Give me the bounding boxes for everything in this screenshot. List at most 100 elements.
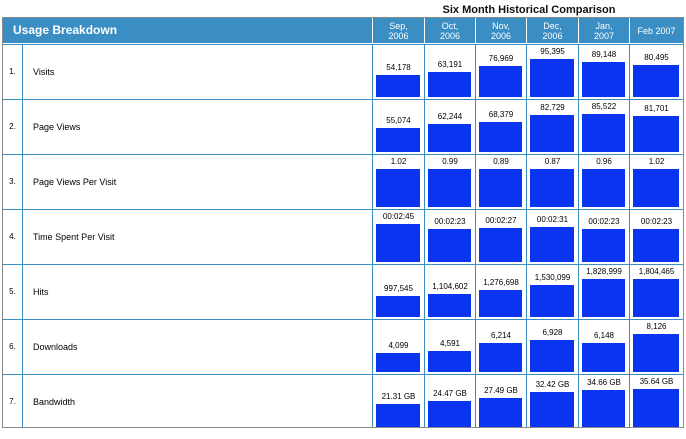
metric-bar bbox=[428, 294, 471, 317]
metric-value: 34.66 GB bbox=[587, 378, 621, 387]
metric-bar bbox=[633, 65, 679, 97]
metric-cell: 00:02:23 bbox=[578, 210, 629, 264]
month-header: Sep, 2006 bbox=[372, 18, 424, 43]
metric-cell: 0.99 bbox=[424, 155, 475, 209]
metric-cell: 6,148 bbox=[578, 320, 629, 374]
table-row: 7. Bandwidth 21.31 GB 24.47 GB 27.49 GB 32.42… bbox=[3, 374, 683, 427]
metric-value: 80,495 bbox=[644, 53, 669, 62]
metric-bar bbox=[530, 340, 574, 372]
metric-bar bbox=[428, 124, 471, 152]
metric-cell: 62,244 bbox=[424, 100, 475, 154]
metric-bar bbox=[633, 229, 679, 262]
metric-value: 21.31 GB bbox=[381, 392, 416, 401]
metric-value: 63,191 bbox=[437, 60, 463, 69]
metric-value: 1,530,099 bbox=[534, 273, 571, 282]
metric-bar bbox=[633, 279, 679, 317]
metric-bar bbox=[479, 122, 522, 152]
metric-value: 00:02:31 bbox=[536, 215, 569, 224]
metric-bar bbox=[428, 169, 471, 207]
row-label: Hits bbox=[33, 287, 49, 297]
month-header: Jan, 2007 bbox=[578, 18, 629, 43]
row-label: Page Views bbox=[33, 122, 81, 132]
metric-bar bbox=[428, 401, 471, 427]
metric-cell: 89,148 bbox=[578, 45, 629, 99]
metric-value: 24.47 GB bbox=[433, 389, 467, 398]
metric-bar bbox=[376, 169, 420, 207]
metric-cell: 00:02:31 bbox=[526, 210, 578, 264]
month-header: Oct, 2006 bbox=[424, 18, 475, 43]
metric-value: 997,545 bbox=[384, 284, 413, 293]
row-number: 1. bbox=[3, 45, 23, 99]
metric-value: 0.89 bbox=[493, 157, 509, 166]
metric-value: 6,214 bbox=[490, 331, 512, 340]
metric-cell: 4,591 bbox=[424, 320, 475, 374]
metric-bar bbox=[376, 296, 420, 317]
table-row: 4. Time Spent Per Visit 00:02:45 00:02:23 00… bbox=[3, 209, 683, 264]
metric-cell: 34.66 GB bbox=[578, 375, 629, 427]
metric-value: 68,379 bbox=[488, 110, 514, 119]
metric-cell: 1,104,602 bbox=[424, 265, 475, 319]
metric-bar bbox=[530, 115, 574, 152]
row-number: 4. bbox=[3, 210, 23, 264]
metric-value: 0.87 bbox=[544, 157, 561, 166]
metric-cell: 0.89 bbox=[475, 155, 526, 209]
row-label: Visits bbox=[33, 67, 55, 77]
metric-value: 00:02:23 bbox=[640, 217, 673, 226]
metric-bar bbox=[633, 389, 679, 427]
metric-value: 1.02 bbox=[648, 157, 665, 166]
metric-bar bbox=[376, 128, 420, 152]
metric-cell: 4,099 bbox=[372, 320, 424, 374]
metric-cell: 00:02:45 bbox=[372, 210, 424, 264]
metric-cell: 24.47 GB bbox=[424, 375, 475, 427]
metric-bar bbox=[633, 169, 679, 207]
metric-bar bbox=[428, 72, 471, 97]
metric-cell: 85,522 bbox=[578, 100, 629, 154]
metric-cell: 80,495 bbox=[629, 45, 683, 99]
metric-bar bbox=[530, 59, 574, 97]
month-header: Feb 2007 bbox=[629, 18, 683, 43]
row-label: Page Views Per Visit bbox=[33, 177, 117, 187]
table-title: Usage Breakdown bbox=[13, 23, 118, 37]
metric-cell: 00:02:23 bbox=[424, 210, 475, 264]
metric-cell: 63,191 bbox=[424, 45, 475, 99]
metric-bar bbox=[479, 290, 522, 317]
metric-bar bbox=[479, 228, 522, 262]
metric-cell: 32.42 GB bbox=[526, 375, 578, 427]
metric-value: 81,701 bbox=[644, 104, 669, 113]
metric-value: 27.49 GB bbox=[484, 386, 518, 395]
metric-value: 62,244 bbox=[437, 112, 463, 121]
table-row: 6. Downloads 4,099 4,591 6,214 6,928 6,148 8,12… bbox=[3, 319, 683, 374]
table-row: 1. Visits 54,178 63,191 76,969 95,395 89,148 80… bbox=[3, 44, 683, 99]
metric-bar bbox=[530, 169, 574, 207]
row-number: 3. bbox=[3, 155, 23, 209]
metric-value: 00:02:23 bbox=[588, 217, 620, 226]
usage-breakdown-table: Usage Breakdown Sep, 2006 Oct, 2006 Nov, 2… bbox=[2, 17, 684, 428]
metric-cell: 68,379 bbox=[475, 100, 526, 154]
table-row: 2. Page Views 55,074 62,244 68,379 82,729 85,5… bbox=[3, 99, 683, 154]
metric-bar bbox=[376, 75, 420, 97]
metric-bar bbox=[582, 279, 625, 317]
metric-cell: 1,828,999 bbox=[578, 265, 629, 319]
table-row: 5. Hits 997,545 1,104,602 1,276,698 1,530,099… bbox=[3, 264, 683, 319]
metric-value: 00:02:27 bbox=[485, 216, 517, 225]
table-header: Usage Breakdown Sep, 2006 Oct, 2006 Nov, 2… bbox=[3, 18, 683, 44]
metric-bar bbox=[479, 398, 522, 427]
metric-bar bbox=[582, 62, 625, 97]
metric-bar bbox=[582, 343, 625, 372]
metric-bar bbox=[633, 116, 679, 152]
metric-bar bbox=[376, 353, 420, 372]
metric-value: 1.02 bbox=[390, 157, 407, 166]
metric-value: 1,804,465 bbox=[638, 267, 675, 276]
metric-bar bbox=[428, 351, 471, 372]
metric-value: 82,729 bbox=[540, 103, 565, 112]
metric-value: 95,395 bbox=[540, 47, 565, 56]
row-number: 5. bbox=[3, 265, 23, 319]
metric-cell: 55,074 bbox=[372, 100, 424, 154]
metric-cell: 6,214 bbox=[475, 320, 526, 374]
row-label: Downloads bbox=[33, 342, 78, 352]
metric-cell: 95,395 bbox=[526, 45, 578, 99]
metric-cell: 21.31 GB bbox=[372, 375, 424, 427]
metric-cell: 54,178 bbox=[372, 45, 424, 99]
metric-value: 1,828,999 bbox=[586, 267, 622, 276]
metric-bar bbox=[633, 334, 679, 372]
